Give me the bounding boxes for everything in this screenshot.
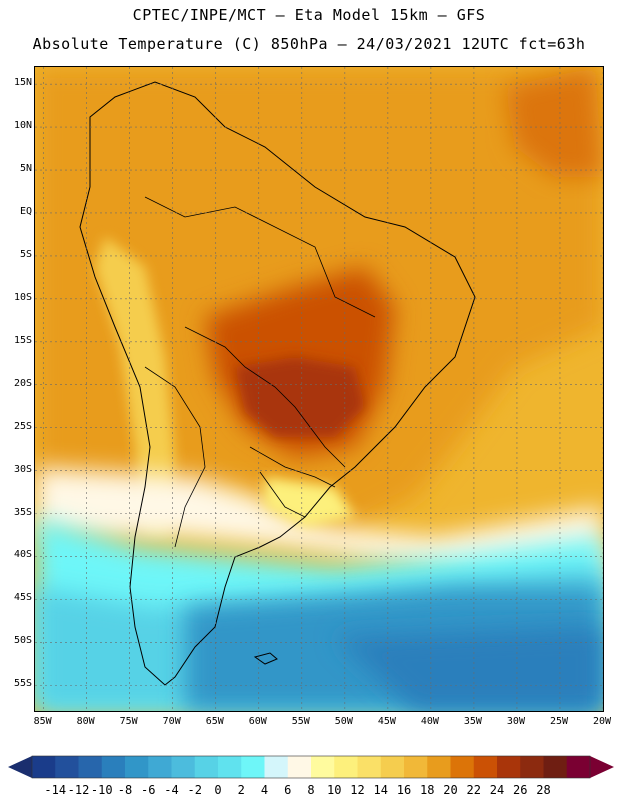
lat-tick-label: EQ	[19, 205, 32, 217]
colorbar-swatch	[520, 756, 544, 778]
lon-tick-label: 80W	[76, 716, 95, 727]
lat-tick-label: 15N	[13, 77, 32, 89]
colorbar-swatch	[148, 756, 172, 778]
colorbar-tick-label: -8	[117, 783, 133, 797]
colorbar-swatch	[334, 756, 358, 778]
lat-tick-label: 35S	[13, 506, 32, 518]
border-line	[144, 366, 206, 548]
lat-lon-grid	[35, 67, 603, 711]
lat-tick-label: 45S	[13, 592, 32, 604]
yellow-patch	[265, 477, 355, 527]
lon-tick-label: 65W	[205, 716, 224, 727]
border-line	[144, 196, 376, 318]
border-line	[249, 446, 336, 488]
colorbar-swatch	[218, 756, 242, 778]
colorbar-tick-label: 2	[237, 783, 245, 797]
colorbar-tick-label: 20	[443, 783, 458, 797]
colorbar-tick-label: 24	[489, 783, 505, 797]
lon-tick-label: 60W	[248, 716, 267, 727]
colorbar-swatch	[404, 756, 428, 778]
colorbar-tick-label: 14	[373, 783, 388, 797]
border-line	[259, 471, 306, 518]
lat-tick-label: 5N	[19, 163, 32, 175]
border-line	[184, 326, 346, 468]
colorbar-swatch	[55, 756, 79, 778]
lat-tick-label: 40S	[13, 549, 32, 561]
colorbar-tick-label: 16	[396, 783, 412, 797]
colorbar-tick-label: -4	[164, 783, 179, 797]
colorbar-tick-label: -2	[187, 783, 202, 797]
colorbar-tick-label: -14	[44, 783, 67, 797]
colorbar-swatch	[287, 756, 312, 778]
lon-tick-label: 35W	[463, 716, 482, 727]
andes-cool-strip	[95, 237, 175, 537]
lon-tick-label: 40W	[420, 716, 439, 727]
lon-tick-label: 30W	[506, 716, 525, 727]
colorbar-swatch	[473, 756, 498, 778]
lat-tick-label: 55S	[13, 678, 32, 690]
colorbar-tick-label: -10	[90, 783, 113, 797]
lat-tick-label: 30S	[13, 463, 32, 475]
colorbar-swatch	[171, 756, 196, 778]
colorbar-swatch	[194, 756, 219, 778]
falklands-outline	[253, 652, 278, 665]
deep-cold-field	[335, 627, 603, 711]
lon-tick-label: 25W	[549, 716, 568, 727]
colorbar-tick-label: -12	[67, 783, 90, 797]
colorbar-swatch	[566, 756, 591, 778]
lon-tick-label: 55W	[291, 716, 310, 727]
colorbar-swatch	[450, 756, 475, 778]
colorbar-tick-label: 28	[536, 783, 551, 797]
colorbar-tick-label: 4	[260, 783, 269, 797]
lat-tick-label: 15S	[13, 334, 32, 346]
colorbar-tick-label: 8	[307, 783, 315, 797]
heat-core-center	[235, 357, 365, 437]
colorbar-tick-label: -6	[141, 783, 156, 797]
lat-tick-label: 5S	[19, 248, 32, 260]
colorbar-swatch	[241, 756, 265, 778]
colorbar-swatch	[380, 756, 405, 778]
colorbar-tick-label: 6	[284, 783, 292, 797]
lat-tick-label: 10N	[13, 120, 32, 132]
lat-tick-label: 50S	[13, 635, 32, 647]
colorbar-tick-label: 22	[466, 783, 481, 797]
ne-warm-patch	[505, 67, 603, 177]
colorbar-swatch	[497, 756, 521, 778]
lat-tick-label: 20S	[13, 377, 32, 389]
lon-tick-label: 70W	[162, 716, 181, 727]
colorbar	[8, 755, 614, 779]
colorbar-swatch	[311, 756, 335, 778]
lon-tick-label: 85W	[33, 716, 52, 727]
lat-tick-label: 10S	[13, 291, 32, 303]
colorbar-swatch	[32, 756, 56, 778]
temperature-map	[34, 66, 604, 712]
colorbar-tick-label: 26	[513, 783, 528, 797]
map-title-line1: CPTEC/INPE/MCT – Eta Model 15km – GFS	[132, 6, 486, 24]
colorbar-tick-label: 10	[327, 783, 342, 797]
colorbar-right-arrow	[590, 756, 614, 778]
lon-tick-label: 50W	[334, 716, 353, 727]
colorbar-tick-label: 0	[214, 783, 222, 797]
colorbar-outline	[31, 755, 591, 779]
continent-outline	[79, 81, 476, 686]
colorbar-swatch	[101, 756, 126, 778]
colorbar-swatch	[357, 756, 382, 778]
colorbar-tick-label: 18	[420, 783, 435, 797]
colorbar-swatch	[78, 756, 103, 778]
colorbar-left-arrow	[8, 756, 32, 778]
lat-tick-label: 25S	[13, 420, 32, 432]
map-canvas	[35, 67, 603, 711]
lon-tick-label: 75W	[119, 716, 138, 727]
lon-tick-label: 45W	[377, 716, 396, 727]
colorbar-swatch	[427, 756, 451, 778]
colorbar-swatches	[8, 755, 614, 779]
colorbar-swatch	[125, 756, 149, 778]
colorbar-tick-label: 12	[350, 783, 365, 797]
lon-tick-label: 20W	[592, 716, 612, 727]
colorbar-swatch	[543, 756, 568, 778]
map-title-line2: Absolute Temperature (C) 850hPa – 24/03/…	[32, 35, 586, 53]
colorbar-swatch	[264, 756, 289, 778]
